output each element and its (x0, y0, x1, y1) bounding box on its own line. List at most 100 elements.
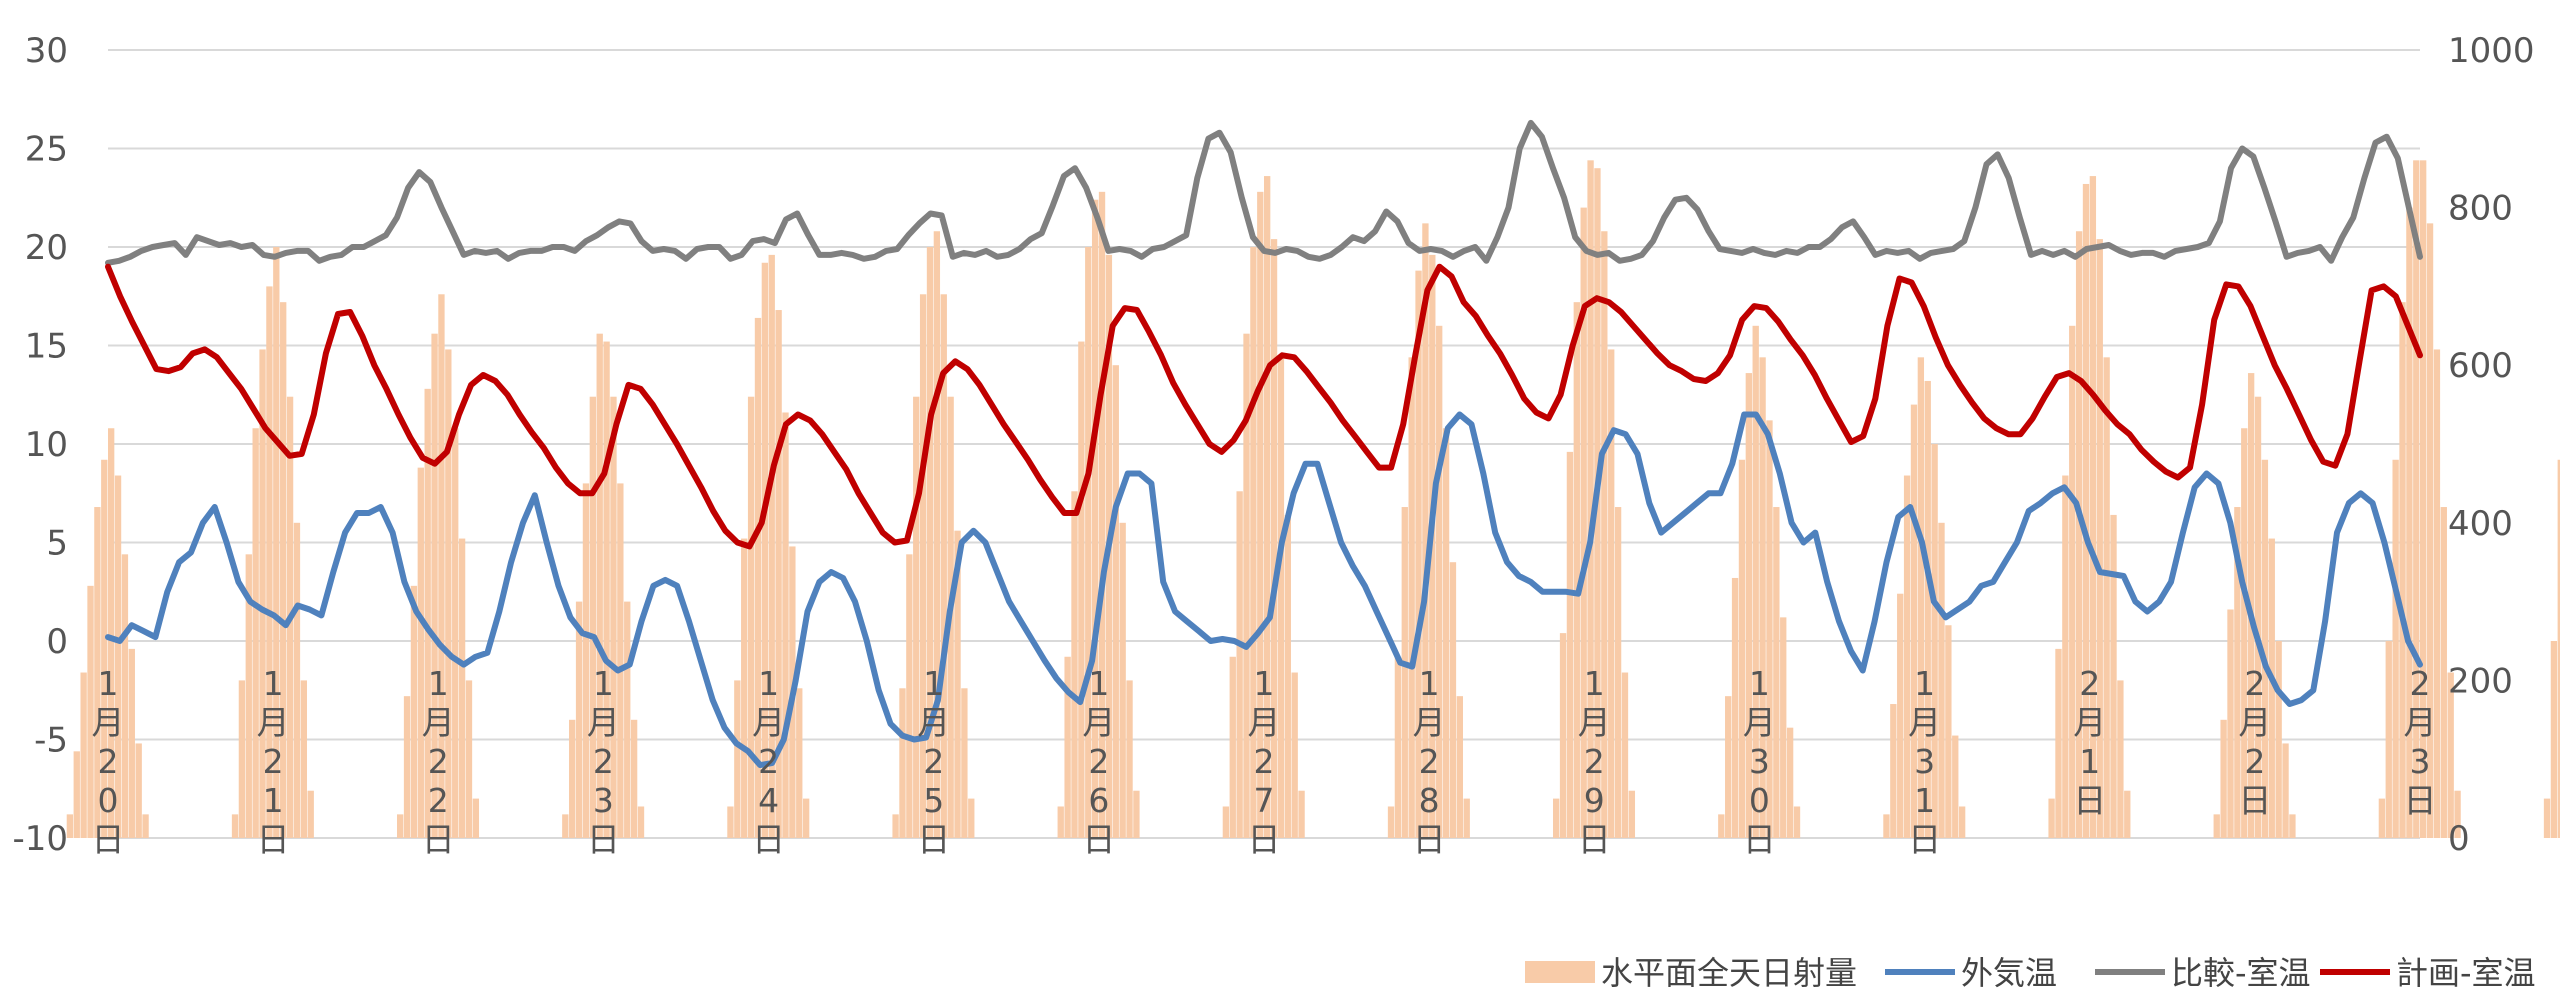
radiation-bar (1793, 806, 1801, 838)
radiation-bar (266, 286, 273, 838)
x-tick-label: 日 (2404, 781, 2437, 820)
radiation-bar (954, 530, 961, 838)
radiation-bar (1257, 191, 1264, 839)
x-tick-label: 2 (428, 742, 449, 781)
radiation-bar (424, 388, 431, 838)
line-series-layer (105, 119, 2423, 769)
radiation-bar (1766, 420, 1773, 838)
radiation-bar (2096, 239, 2103, 838)
radiation-bar (273, 247, 280, 838)
radiation-bar (231, 814, 239, 838)
radiation-bar (1621, 672, 1629, 838)
radiation-bar (1553, 798, 1560, 838)
radiation-bar (2413, 160, 2420, 838)
x-tick-label: 2 (593, 742, 614, 781)
legend-swatch-radiation (1525, 961, 1595, 983)
left-tick-label: 0 (46, 622, 68, 662)
radiation-bar (1931, 444, 1938, 838)
radiation-bar (2089, 176, 2097, 838)
radiation-bar (1264, 176, 1271, 838)
radiation-bar (2241, 428, 2248, 838)
radiation-bar (1945, 625, 1952, 838)
left-axis: 30 25 20 15 10 5 0 -5 -10 (12, 31, 68, 859)
x-tick-label: 1 (263, 664, 284, 703)
radiation-bars (66, 160, 2560, 839)
radiation-bar (1250, 247, 1257, 838)
radiation-bar (2268, 538, 2275, 838)
radiation-bar (802, 798, 810, 838)
radiation-bar (403, 696, 411, 838)
radiation-bar (603, 341, 610, 838)
radiation-bar (1897, 593, 1904, 838)
radiation-bar (1126, 680, 1133, 838)
radiation-bar (1298, 790, 1305, 838)
radiation-bar (926, 247, 934, 838)
radiation-bar (637, 806, 645, 838)
x-tick-label: 1 (1914, 781, 1935, 820)
radiation-bar (2447, 672, 2454, 838)
x-tick-label: 2 (428, 781, 449, 820)
radiation-bar (1614, 507, 1622, 838)
radiation-bar (2227, 609, 2234, 838)
radiation-bar (2282, 743, 2289, 838)
radiation-bar (1112, 365, 1119, 838)
radiation-bar (1422, 223, 1429, 839)
x-tick-label: 9 (1584, 781, 1605, 820)
radiation-bar (734, 680, 741, 838)
x-tick-label: 日 (1248, 820, 1281, 859)
radiation-bar (94, 507, 101, 838)
radiation-bar (458, 538, 466, 838)
radiation-bar (892, 814, 899, 838)
radiation-bar (2378, 798, 2386, 838)
left-tick-label: 10 (25, 425, 68, 465)
radiation-bar (121, 554, 129, 838)
radiation-bar (1780, 617, 1787, 838)
x-tick-label: 月 (92, 703, 125, 742)
right-tick-label: 0 (2448, 819, 2470, 859)
x-tick-label: 日 (917, 820, 950, 859)
radiation-bar (142, 814, 149, 838)
x-tick-label: 1 (1419, 664, 1440, 703)
radiation-bar (1243, 333, 1250, 838)
radiation-bar (1222, 806, 1230, 838)
radiation-bar (1064, 656, 1071, 838)
radiation-bar (2261, 459, 2269, 838)
x-tick-label: 3 (2410, 742, 2431, 781)
radiation-bar (2289, 814, 2296, 838)
radiation-bar (2055, 648, 2062, 838)
x-tick-label: 1 (593, 664, 614, 703)
radiation-bar (1442, 428, 1450, 838)
x-tick-label: 月 (917, 703, 950, 742)
x-tick-label: 0 (1749, 781, 1770, 820)
x-tick-label: 月 (2238, 703, 2271, 742)
radiation-bar (2543, 798, 2551, 838)
radiation-bar (2392, 459, 2399, 838)
radiation-bar (1731, 577, 1739, 838)
radiation-bar (933, 231, 941, 839)
x-tick-label: 3 (1749, 742, 1770, 781)
radiation-bar (2557, 459, 2560, 838)
x-tick-label: 日 (2238, 781, 2271, 820)
radiation-bar (1952, 735, 1959, 838)
x-tick-label: 1 (428, 664, 449, 703)
radiation-bar (775, 310, 782, 838)
x-tick-label: 月 (752, 703, 785, 742)
radiation-bar (445, 349, 452, 838)
radiation-bar (307, 790, 314, 838)
radiation-bar (280, 302, 287, 838)
radiation-bar (1903, 475, 1911, 838)
x-tick-label: 2 (98, 742, 119, 781)
radiation-bar (2234, 507, 2241, 838)
radiation-bar (961, 688, 968, 838)
plan-room-temp-line (105, 263, 2423, 550)
radiation-bar (2048, 798, 2055, 838)
radiation-bar (452, 428, 459, 838)
x-tick-label: 5 (923, 781, 944, 820)
radiation-bar (259, 349, 266, 838)
radiation-bar (899, 688, 906, 838)
radiation-bar (1387, 806, 1395, 838)
radiation-bar (1119, 522, 1126, 838)
right-axis: 1000 800 600 400 200 0 (2448, 31, 2535, 859)
x-tick-label: 2 (1254, 742, 1275, 781)
